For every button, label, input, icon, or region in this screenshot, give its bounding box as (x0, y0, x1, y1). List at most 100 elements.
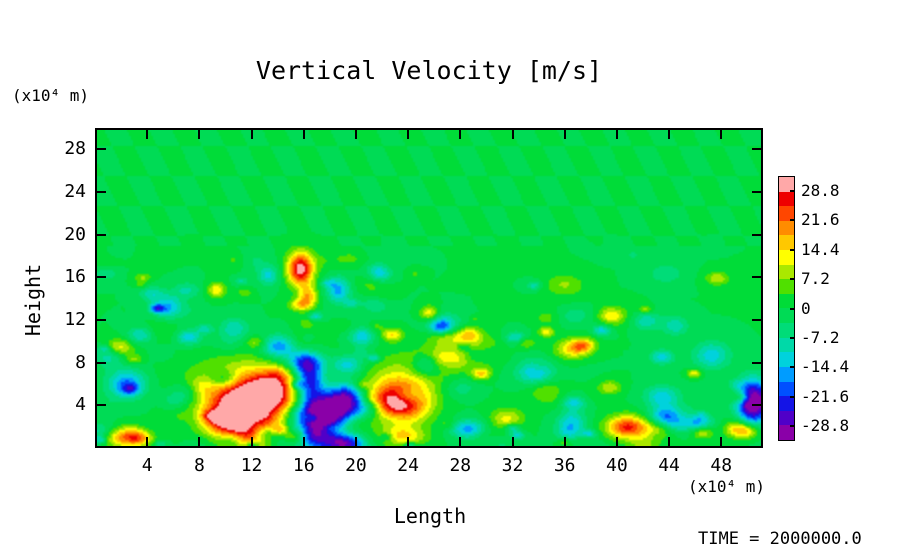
x-axis-label: Length (393, 504, 467, 528)
colorbar-segment (779, 366, 794, 382)
y-tick-label: 20 (64, 223, 86, 245)
y-tick-label: 12 (64, 309, 86, 330)
y-tick-mark (97, 233, 106, 236)
colorbar-segment (779, 206, 794, 221)
x-tick-mark-top (198, 130, 201, 139)
colorbar-tick-label: 0 (801, 298, 811, 318)
colorbar-segment (779, 293, 794, 309)
y-tick-label: 4 (75, 394, 86, 416)
colorbar-segment (779, 264, 794, 280)
y-tick-mark-right (752, 276, 761, 279)
x-tick-label: 48 (710, 455, 733, 476)
y-tick-mark (97, 404, 106, 407)
x-tick-label: 20 (345, 455, 367, 476)
colorbar-tick-mark (790, 425, 795, 428)
colorbar-segment (779, 191, 794, 207)
time-label: TIME = 2000000.0 (698, 529, 862, 549)
colorbar-segment (779, 425, 794, 440)
x-tick-mark-top (459, 130, 462, 139)
colorbar-tick-label: 14.4 (801, 239, 840, 259)
x-tick-mark (511, 437, 514, 446)
y-tick-mark-right (752, 404, 761, 407)
y-tick-mark (97, 361, 106, 364)
x-tick-mark-top (668, 130, 671, 139)
colorbar-segment (779, 308, 794, 324)
colorbar-segment (779, 250, 794, 265)
x-tick-label: 24 (397, 455, 419, 476)
colorbar-segment (779, 220, 794, 236)
colorbar-tick-label: -7.2 (801, 327, 840, 347)
x-tick-label: 28 (449, 455, 472, 476)
y-axis-unit-label: (x10⁴ m) (12, 86, 90, 105)
y-tick-mark-right (752, 148, 761, 151)
x-tick-mark (459, 437, 462, 446)
y-tick-mark (97, 276, 106, 279)
chart-title: Vertical Velocity [m/s] (255, 56, 603, 85)
colorbar-segment (779, 396, 794, 411)
y-tick-mark-right (752, 233, 761, 236)
plot-area (95, 128, 763, 448)
x-tick-mark (615, 437, 618, 446)
colorbar-tick-mark (790, 248, 795, 251)
colorbar-tick-mark (790, 336, 795, 339)
x-tick-label: 36 (553, 455, 576, 476)
colorbar-tick-mark (790, 278, 795, 281)
x-tick-mark (563, 437, 566, 446)
x-tick-label: 32 (501, 455, 524, 476)
colorbar-tick-mark (790, 219, 795, 222)
x-tick-label: 12 (240, 455, 263, 476)
colorbar-segment (779, 235, 794, 251)
colorbar-tick-label: 21.6 (801, 210, 840, 230)
x-tick-label: 4 (141, 455, 153, 476)
y-tick-label: 8 (75, 351, 86, 373)
colorbar-segment (779, 352, 794, 367)
y-tick-mark-right (752, 361, 761, 364)
colorbar-tick-label: 7.2 (801, 269, 830, 289)
y-tick-mark-right (752, 191, 761, 193)
colorbar-tick-label: -21.6 (801, 386, 850, 406)
x-tick-mark (668, 437, 671, 446)
x-tick-mark-top (250, 130, 253, 139)
colorbar-segment (779, 410, 794, 426)
x-tick-mark-top (563, 130, 566, 139)
colorbar-tick-label: -28.8 (801, 416, 850, 436)
x-axis-unit-label: (x10⁴ m) (688, 477, 766, 496)
y-tick-label: 24 (64, 181, 86, 202)
heatmap-canvas (97, 130, 761, 446)
x-tick-mark (250, 437, 253, 446)
x-tick-mark (720, 437, 723, 446)
colorbar-tick-mark (790, 307, 795, 310)
y-tick-label: 28 (64, 138, 86, 160)
x-tick-mark-top (720, 130, 723, 139)
x-tick-mark (146, 437, 149, 446)
y-tick-mark (97, 319, 106, 321)
x-tick-label: 16 (292, 455, 315, 476)
colorbar-segment (779, 323, 794, 338)
y-tick-mark (97, 148, 106, 151)
x-tick-mark (354, 437, 357, 446)
x-tick-label: 40 (606, 455, 628, 476)
colorbar-tick-label: 28.8 (801, 180, 840, 200)
y-tick-mark (97, 191, 106, 193)
colorbar-tick-mark (790, 366, 795, 369)
x-tick-mark-top (615, 130, 618, 139)
colorbar (778, 176, 795, 441)
y-tick-mark-right (752, 319, 761, 321)
colorbar-tick-mark (790, 395, 795, 398)
colorbar-segment (779, 381, 794, 397)
x-tick-mark-top (511, 130, 514, 139)
x-tick-mark-top (407, 130, 410, 139)
x-tick-mark (198, 437, 201, 446)
x-tick-mark-top (354, 130, 357, 139)
x-tick-mark-top (302, 130, 305, 139)
colorbar-segment (779, 279, 794, 294)
colorbar-tick-label: -14.4 (801, 357, 850, 377)
colorbar-tick-mark (790, 189, 795, 192)
colorbar-segment (779, 337, 794, 353)
colorbar-segment (779, 177, 794, 192)
y-tick-label: 16 (64, 266, 86, 288)
x-tick-label: 8 (193, 455, 205, 476)
x-tick-mark-top (146, 130, 149, 139)
x-tick-label: 44 (658, 455, 680, 476)
